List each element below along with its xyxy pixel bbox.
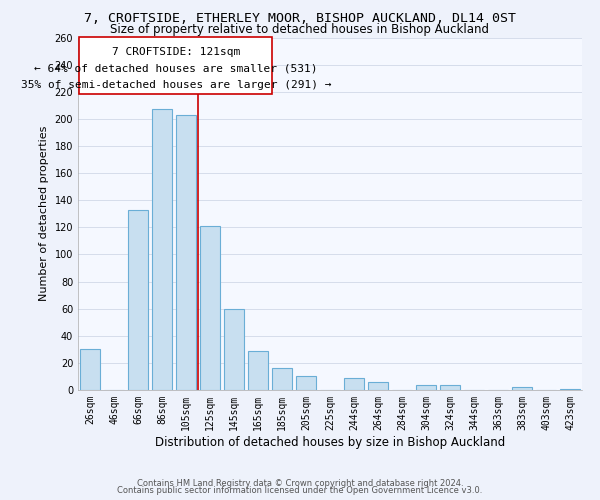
Bar (368, 382, 388, 390)
Bar (296, 376, 316, 390)
Bar (152, 110, 172, 390)
Bar (512, 388, 532, 390)
Text: Size of property relative to detached houses in Bishop Auckland: Size of property relative to detached ho… (110, 24, 490, 36)
Bar (224, 308, 244, 390)
Bar (440, 384, 460, 390)
Bar (272, 368, 292, 390)
Bar (80, 350, 100, 390)
Bar (128, 210, 148, 390)
Bar (344, 378, 364, 390)
Text: 7 CROFTSIDE: 121sqm: 7 CROFTSIDE: 121sqm (112, 47, 240, 57)
Y-axis label: Number of detached properties: Number of detached properties (39, 126, 49, 302)
Bar (416, 384, 436, 390)
Text: 7, CROFTSIDE, ETHERLEY MOOR, BISHOP AUCKLAND, DL14 0ST: 7, CROFTSIDE, ETHERLEY MOOR, BISHOP AUCK… (84, 12, 516, 26)
Text: ← 64% of detached houses are smaller (531): ← 64% of detached houses are smaller (53… (34, 64, 317, 74)
Bar (248, 350, 268, 390)
X-axis label: Distribution of detached houses by size in Bishop Auckland: Distribution of detached houses by size … (155, 436, 505, 448)
Bar (79, 38, 272, 94)
Text: 35% of semi-detached houses are larger (291) →: 35% of semi-detached houses are larger (… (20, 80, 331, 90)
Text: Contains public sector information licensed under the Open Government Licence v3: Contains public sector information licen… (118, 486, 482, 495)
Bar (176, 115, 196, 390)
Bar (200, 226, 220, 390)
Text: Contains HM Land Registry data © Crown copyright and database right 2024.: Contains HM Land Registry data © Crown c… (137, 478, 463, 488)
Bar (560, 388, 580, 390)
